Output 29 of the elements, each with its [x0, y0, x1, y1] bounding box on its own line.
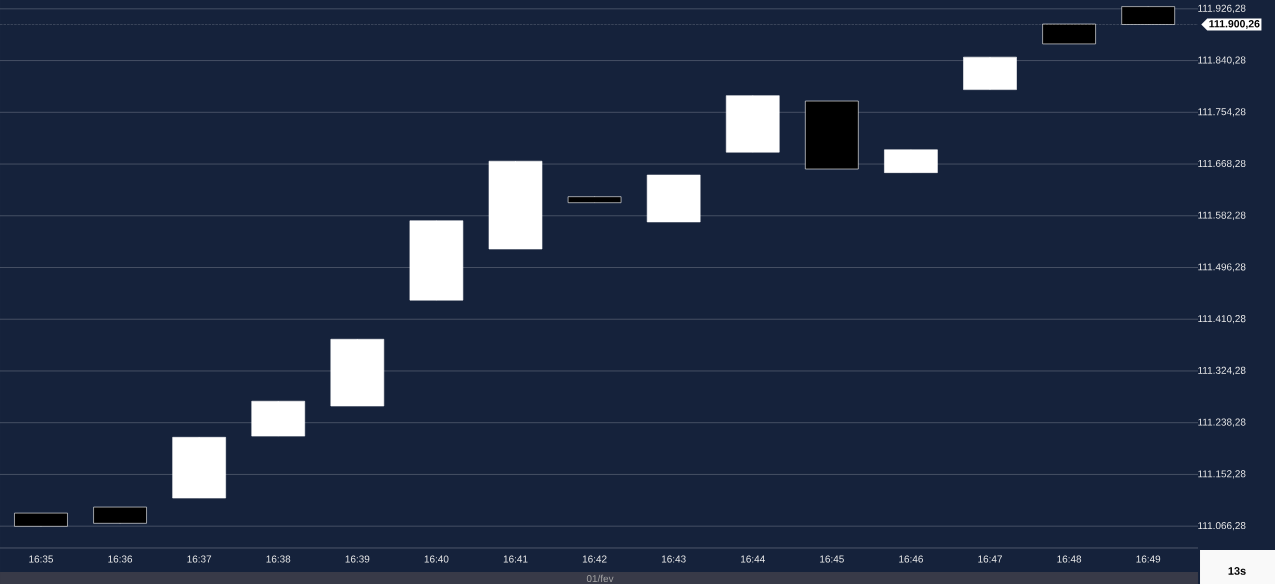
- y-tick-label: 111.582,28: [1198, 211, 1246, 220]
- x-tick-label: 16:42: [582, 555, 607, 563]
- y-tick-label: 111.324,28: [1198, 366, 1246, 376]
- x-tick-label: 16:35: [29, 555, 54, 563]
- x-tick-label: 16:38: [266, 555, 291, 563]
- x-tick-label: 16:48: [1057, 555, 1082, 563]
- y-tick-label: 111.066,28: [1198, 522, 1246, 531]
- y-tick-label: 111.840,28: [1198, 56, 1246, 65]
- y-tick-label: 111.410,28: [1198, 315, 1246, 324]
- y-tick-label: 111.238,28: [1198, 418, 1246, 427]
- y-tick-label: 111.668,28: [1198, 159, 1246, 169]
- y-tick-label: 111.926,28: [1198, 4, 1246, 13]
- x-tick-label: 16:49: [1136, 555, 1161, 563]
- x-tick-label: 16:40: [424, 555, 449, 563]
- text: 13s: [1228, 567, 1246, 575]
- y-tick-label: 111.496,28: [1198, 263, 1246, 272]
- x-tick-label: 16:47: [978, 555, 1002, 563]
- ref-line-label: 111.900,26: [1209, 20, 1260, 29]
- x-tick-label: 16:43: [661, 555, 686, 563]
- x-tick-label: 16:36: [108, 555, 133, 563]
- x-tick-label: 16:46: [899, 555, 923, 563]
- text: 01/fev: [586, 574, 614, 583]
- x-tick-label: 16:44: [741, 555, 765, 563]
- x-tick-label: 16:37: [187, 555, 212, 563]
- x-tick-label: 16:41: [503, 555, 528, 563]
- x-tick-label: 16:39: [345, 555, 370, 563]
- y-tick-label: 111.152,28: [1198, 470, 1246, 479]
- x-tick-label: 16:45: [820, 555, 844, 563]
- y-tick-label: 111.754,28: [1198, 108, 1246, 117]
